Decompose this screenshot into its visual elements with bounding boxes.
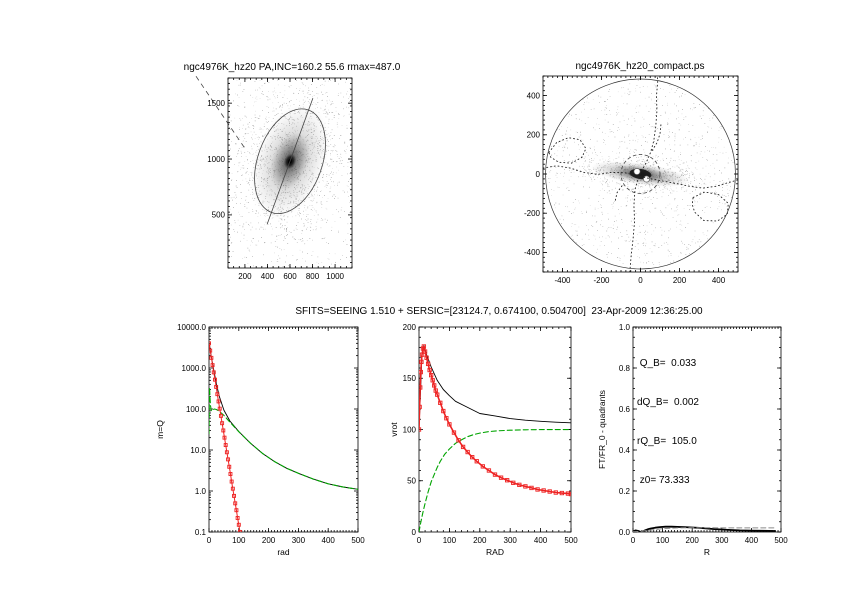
svg-text:800: 800 xyxy=(306,272,320,281)
svg-text:400: 400 xyxy=(322,536,336,545)
svg-text:200: 200 xyxy=(238,272,252,281)
compact-residual-title: ngc4976K_hz20_compact.ps xyxy=(575,61,705,72)
svg-text:600: 600 xyxy=(283,272,297,281)
svg-text:m=Q: m=Q xyxy=(155,420,165,439)
galaxy-image-title: ngc4976K_hz20 PA,INC=160.2 55.6 rmax=487… xyxy=(183,62,401,73)
svg-text:1000.0: 1000.0 xyxy=(182,364,207,373)
svg-text:400: 400 xyxy=(712,276,726,285)
svg-text:RAD: RAD xyxy=(486,547,504,557)
svg-text:0: 0 xyxy=(631,536,636,545)
svg-text:100: 100 xyxy=(656,536,670,545)
svg-text:10.0: 10.0 xyxy=(190,446,206,455)
svg-text:500: 500 xyxy=(774,536,788,545)
svg-text:50: 50 xyxy=(407,477,416,486)
fit-summary-title: SFITS=SEEING 1.510 + SERSIC=[23124.7, 0.… xyxy=(295,306,703,317)
svg-text:vrot: vrot xyxy=(389,422,399,437)
svg-text:0: 0 xyxy=(412,528,417,537)
svg-text:0: 0 xyxy=(638,276,643,285)
svg-text:0: 0 xyxy=(417,536,422,545)
svg-text:0.1: 0.1 xyxy=(195,528,207,537)
svg-text:1000: 1000 xyxy=(326,272,344,281)
svg-text:rad: rad xyxy=(277,547,290,557)
svg-text:150: 150 xyxy=(403,374,417,383)
svg-text:200: 200 xyxy=(262,536,276,545)
svg-text:0.0: 0.0 xyxy=(619,528,631,537)
svg-text:200: 200 xyxy=(527,131,541,140)
svg-text:1.0: 1.0 xyxy=(619,323,631,332)
svg-text:1000: 1000 xyxy=(207,155,225,164)
svg-text:1500: 1500 xyxy=(207,99,225,108)
svg-text:100: 100 xyxy=(443,536,457,545)
svg-text:0.8: 0.8 xyxy=(619,364,631,373)
svg-text:300: 300 xyxy=(715,536,729,545)
svg-text:200: 200 xyxy=(673,276,687,285)
fit-parameters-block: Q_B= 0.033 dQ_B= 0.002 rQ_B= 105.0 z0= 7… xyxy=(637,331,699,513)
svg-text:-400: -400 xyxy=(554,276,571,285)
svg-text:FT/FR_0 - quadrants: FT/FR_0 - quadrants xyxy=(597,390,607,469)
svg-text:500: 500 xyxy=(351,536,365,545)
svg-text:-200: -200 xyxy=(524,209,541,218)
svg-text:-400: -400 xyxy=(524,248,541,257)
svg-text:0.4: 0.4 xyxy=(619,446,631,455)
svg-text:400: 400 xyxy=(527,91,541,100)
fit-param-dqb: dQ_B= 0.002 xyxy=(637,397,699,408)
svg-text:300: 300 xyxy=(292,536,306,545)
svg-text:0.6: 0.6 xyxy=(619,405,631,414)
svg-text:200: 200 xyxy=(473,536,487,545)
fit-param-qb: Q_B= 0.033 xyxy=(637,358,697,369)
svg-text:0.2: 0.2 xyxy=(619,487,631,496)
svg-text:200: 200 xyxy=(403,323,417,332)
svg-text:200: 200 xyxy=(686,536,700,545)
svg-text:R: R xyxy=(704,547,710,557)
svg-text:10000.0: 10000.0 xyxy=(177,323,206,332)
svg-text:500: 500 xyxy=(212,211,226,220)
svg-text:400: 400 xyxy=(745,536,759,545)
svg-text:500: 500 xyxy=(564,536,578,545)
svg-text:100: 100 xyxy=(232,536,246,545)
svg-text:0: 0 xyxy=(536,170,541,179)
svg-text:1.0: 1.0 xyxy=(195,487,207,496)
svg-text:400: 400 xyxy=(261,272,275,281)
svg-text:100: 100 xyxy=(403,425,417,434)
fit-param-rqb: rQ_B= 105.0 xyxy=(637,436,697,447)
svg-text:100.0: 100.0 xyxy=(186,405,207,414)
svg-text:0: 0 xyxy=(207,536,212,545)
svg-text:400: 400 xyxy=(534,536,548,545)
svg-text:-200: -200 xyxy=(593,276,610,285)
svg-text:300: 300 xyxy=(504,536,518,545)
fit-param-z0: z0= 73.333 xyxy=(637,475,690,486)
